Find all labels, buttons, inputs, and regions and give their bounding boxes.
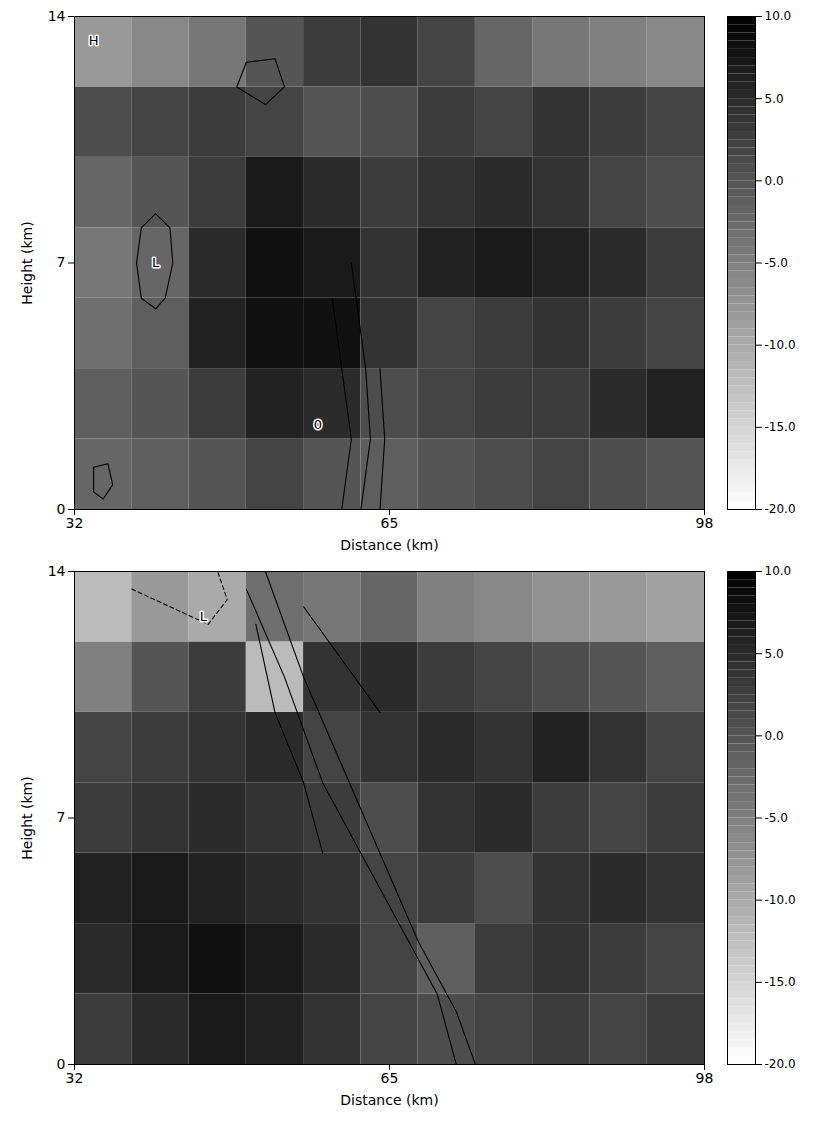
svg-text:Distance (km): Distance (km) bbox=[340, 1092, 438, 1108]
svg-text:10.0: 10.0 bbox=[765, 9, 792, 23]
svg-text:0: 0 bbox=[314, 417, 322, 432]
svg-text:-20.0: -20.0 bbox=[765, 502, 796, 516]
svg-text:0: 0 bbox=[57, 1056, 66, 1072]
svg-text:32: 32 bbox=[66, 515, 84, 531]
svg-text:Height (km): Height (km) bbox=[19, 221, 35, 304]
svg-text:7: 7 bbox=[57, 809, 66, 825]
svg-text:H: H bbox=[89, 33, 99, 48]
svg-text:L: L bbox=[200, 609, 208, 624]
svg-text:-20.0: -20.0 bbox=[765, 1057, 796, 1071]
svg-text:32: 32 bbox=[66, 1070, 84, 1086]
svg-text:0.0: 0.0 bbox=[765, 729, 784, 743]
svg-text:14: 14 bbox=[48, 8, 66, 24]
svg-text:-5.0: -5.0 bbox=[765, 256, 788, 270]
svg-text:Distance (km): Distance (km) bbox=[340, 537, 438, 553]
svg-text:L: L bbox=[152, 255, 160, 270]
svg-text:-10.0: -10.0 bbox=[765, 338, 796, 352]
svg-text:14: 14 bbox=[48, 563, 66, 579]
svg-text:65: 65 bbox=[381, 1070, 399, 1086]
svg-text:98: 98 bbox=[696, 1070, 714, 1086]
svg-text:5.0: 5.0 bbox=[765, 92, 784, 106]
svg-text:-15.0: -15.0 bbox=[765, 975, 796, 989]
svg-text:Height (km): Height (km) bbox=[19, 776, 35, 859]
svg-text:0: 0 bbox=[57, 501, 66, 517]
svg-text:98: 98 bbox=[696, 515, 714, 531]
svg-text:-15.0: -15.0 bbox=[765, 420, 796, 434]
svg-text:0.0: 0.0 bbox=[765, 174, 784, 188]
svg-text:-5.0: -5.0 bbox=[765, 811, 788, 825]
svg-text:5.0: 5.0 bbox=[765, 647, 784, 661]
svg-text:65: 65 bbox=[381, 515, 399, 531]
svg-text:-10.0: -10.0 bbox=[765, 893, 796, 907]
svg-text:7: 7 bbox=[57, 254, 66, 270]
svg-text:10.0: 10.0 bbox=[765, 564, 792, 578]
